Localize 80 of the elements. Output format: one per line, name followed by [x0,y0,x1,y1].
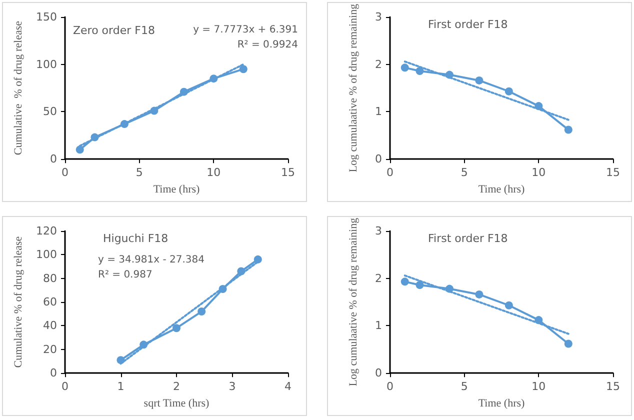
point [116,356,125,364]
y-tick-label: 3 [375,10,382,24]
x-axis-title: Time (hrs) [478,398,526,410]
y-tick-label: 1 [375,105,382,118]
chart-title: First order F18 [428,18,508,31]
point [90,133,99,142]
point [416,67,424,75]
x-axis-title: Time (hrs) [478,184,526,196]
point [504,87,513,96]
y-axis-title: Cumulative % of drug release [12,236,25,368]
y-tick-label: 2 [375,272,382,285]
y-tick-label: 50 [43,105,57,118]
point [76,146,84,154]
y-tick-label: 60 [43,296,57,309]
x-tick-label: 5 [460,166,468,180]
y-tick-label: 150 [36,10,57,24]
point [150,106,158,115]
x-tick-label: 0 [386,380,394,394]
chart-title: First order F18 [428,232,508,245]
x-tick-label: 0 [62,166,68,180]
y-tick-label: 40 [43,319,57,332]
x-tick-label: 10 [206,166,221,180]
point [254,255,262,264]
x-tick-label: 0 [62,380,68,394]
point [239,65,248,74]
y-tick-label: 80 [43,272,57,285]
annotation: y = 34.981x - 27.384 [98,254,205,266]
point [564,126,572,134]
y-tick-label: 0 [50,366,57,380]
x-tick-label: 3 [228,380,236,394]
annotation: R² = 0.987 [98,270,152,280]
x-tick-label: 5 [460,380,468,394]
point [475,76,484,84]
y-tick-label: 0 [50,152,57,166]
y-tick-label: 1 [375,319,382,332]
y-tick-label: 100 [36,58,57,71]
point [445,70,454,79]
y-axis-title: Log cumulaative % of drug remaining [348,3,360,172]
annotation: R² = 0.9924 [237,40,298,50]
point [534,102,543,110]
y-tick-label: 0 [375,152,382,166]
y-tick-label: 0 [375,366,382,380]
x-tick-label: 15 [281,166,295,180]
y-tick-label: 2 [375,58,382,71]
y-tick-label: 3 [375,224,382,238]
point [140,340,148,349]
x-tick-label: 5 [136,166,143,180]
point [445,284,454,293]
point [172,324,180,332]
point [210,74,218,83]
x-tick-label: 4 [284,380,292,394]
point [416,281,424,289]
point [237,267,246,276]
x-tick-label: 0 [386,166,394,180]
x-tick-label: 10 [532,380,546,394]
point [475,290,484,298]
y-axis-title: Cumulative % of drug release [12,20,25,156]
chart-title: Higuchi F18 [103,232,168,245]
x-tick-label: 2 [173,380,180,394]
point [218,285,227,294]
point [504,301,513,310]
x-tick-label: 15 [606,380,620,394]
x-tick-label: 1 [117,380,124,394]
x-tick-label: 15 [606,166,620,180]
point [180,88,188,96]
y-axis-title: Log cumulaative % of drug remaining [348,217,360,386]
x-tick-label: 10 [532,166,546,180]
point [564,340,572,348]
point [198,308,206,316]
y-tick-label: 20 [43,342,57,356]
y-tick-label: 100 [36,248,57,262]
point [534,316,543,324]
x-axis-title: Time (hrs) [153,184,200,196]
point [400,64,409,72]
point [120,120,128,128]
y-tick-label: 120 [36,224,57,238]
text: Zero order F18 [73,24,155,37]
point [400,278,409,286]
annotation: y = 7.7773x + 6.391 [193,24,298,36]
x-axis-title: sqrt Time (hrs) [144,398,210,410]
